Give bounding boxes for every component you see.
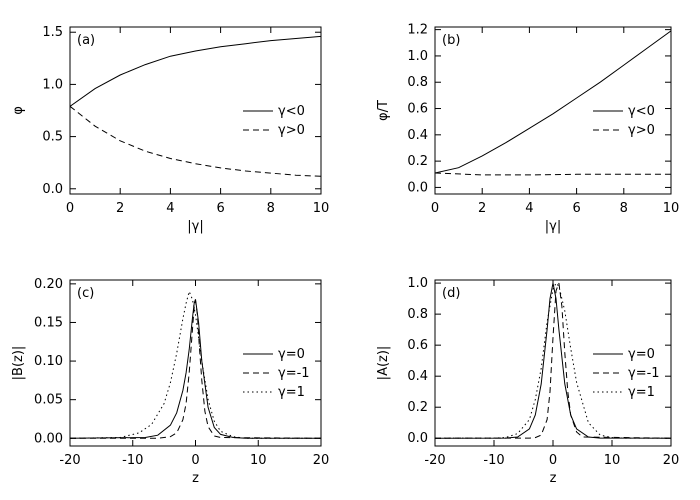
panel-c-x-tick-label: -10: [122, 453, 143, 468]
panel-d-y-tick-label: 1.0: [407, 276, 428, 291]
panel-a-series-line-dashed: [70, 105, 321, 177]
panel-b-y-tick-label: 0.6: [407, 102, 428, 117]
panel-d-x-tick-label: 0: [549, 453, 557, 468]
panel-d-series-line-dashed: [435, 282, 671, 439]
panel-c-y-axis-title: |B(z)|: [11, 346, 26, 381]
panel-d-x-axis-title: z: [550, 471, 557, 486]
panel-a-x-tick-label: 0: [66, 201, 74, 216]
panel-b-plot-frame: [434, 26, 672, 195]
panel-c-x-tick-label: -20: [59, 453, 80, 468]
panel-c-x-tick-label: 10: [250, 453, 267, 468]
panel-c-legend-label: γ=1: [278, 385, 305, 400]
panel-a-y-tick-label: 1.5: [42, 25, 63, 40]
panel-a-x-tick-label: 2: [116, 201, 124, 216]
panel-d-series-line-solid: [435, 283, 671, 439]
panel-d-y-tick-label: 0.4: [407, 369, 428, 384]
panel-a-y-tick-label: 0.0: [42, 182, 63, 197]
panel-b-y-tick-label: 0.8: [407, 75, 428, 90]
panel-b-x-tick-label: 4: [525, 201, 533, 216]
panel-c: -20 -10 0 10 20 0.00 0.05 0.10 0.15 0.20 z |B(z)| (c…: [11, 277, 329, 486]
panel-b-legend-label: γ>0: [628, 123, 655, 138]
panel-c-label: (c): [77, 286, 94, 301]
panel-b-label: (b): [442, 33, 460, 48]
panel-a-legend-label: γ>0: [278, 123, 305, 138]
panel-a-series-line-solid: [70, 35, 321, 107]
panel-d-y-tick-label: 0.6: [407, 338, 428, 353]
panel-a-x-tick-label: 8: [267, 201, 275, 216]
panel-a-x-tick-label: 10: [313, 201, 330, 216]
panel-d-legend-label: γ=1: [628, 385, 655, 400]
panel-a: 0 2 4 6 8 10 0.0 0.5 1.0 1.5 |γ| φ (a) γ<0 γ>0: [11, 25, 329, 234]
panel-d-legend-label: γ=-1: [628, 366, 660, 381]
panel-d-x-tick-label: -10: [483, 453, 504, 468]
panel-b-x-tick-label: 8: [620, 201, 628, 216]
panel-b-series-line-dashed: [435, 172, 671, 176]
panel-c-series-line-solid: [70, 299, 321, 439]
panel-d-x-tick-label: 20: [663, 453, 680, 468]
panel-b-x-tick-label: 10: [663, 201, 680, 216]
panel-b-y-tick-label: 0.4: [407, 128, 428, 143]
panel-b-x-tick-label: 6: [572, 201, 580, 216]
panel-b-x-tick-label: 0: [431, 201, 439, 216]
panel-c-x-axis-title: z: [192, 471, 199, 486]
panel-c-legend-label: γ=0: [278, 347, 305, 362]
panel-a-label: (a): [77, 33, 95, 48]
panel-b-x-tick-label: 2: [478, 201, 486, 216]
panel-b-x-axis-title: |γ|: [545, 219, 561, 234]
panel-b-y-tick-label: 0.2: [407, 154, 428, 169]
panel-c-y-tick-label: 0.00: [34, 431, 63, 446]
panel-d-y-tick-label: 0.0: [407, 431, 428, 446]
panel-c-y-tick-label: 0.15: [34, 315, 63, 330]
panel-c-y-tick-label: 0.10: [34, 354, 63, 369]
panel-b-legend-label: γ<0: [628, 104, 655, 119]
panel-d-x-tick-label: -20: [424, 453, 445, 468]
panel-a-x-tick-label: 6: [216, 201, 224, 216]
panel-d-y-axis-title: |A(z)|: [376, 346, 391, 381]
panel-c-legend-label: γ=-1: [278, 366, 310, 381]
panel-d-label: (d): [442, 286, 460, 301]
panel-d: -20 -10 0 10 20 0.0 0.2 0.4 0.6 0.8 1.0 z |A(z)| (d) γ…: [376, 276, 679, 486]
panel-c-series-line-dotted: [70, 290, 321, 439]
panel-a-x-tick-label: 4: [166, 201, 174, 216]
panel-a-legend-label: γ<0: [278, 104, 305, 119]
panel-c-y-tick-label: 0.20: [34, 277, 63, 292]
panel-a-y-axis-title: φ: [11, 106, 26, 115]
panel-c-series-line-dashed: [70, 300, 321, 439]
panel-c-x-tick-label: 0: [191, 453, 199, 468]
panel-b-y-tick-label: 0.0: [407, 180, 428, 195]
panel-b-y-axis-title: φ/T: [376, 100, 391, 121]
panel-b: 0 2 4 6 8 10 0.0 0.2 0.4 0.6 0.8 1.0 1.2 |γ| φ/T (b) γ<0…: [376, 23, 679, 234]
panel-a-x-axis-title: |γ|: [187, 219, 203, 234]
panel-c-x-tick-label: 20: [313, 453, 330, 468]
panel-d-legend-label: γ=0: [628, 347, 655, 362]
panel-d-plot-frame: [434, 279, 672, 447]
panel-b-y-tick-label: 1.0: [407, 49, 428, 64]
panel-a-plot-frame: [69, 26, 322, 195]
panel-d-y-tick-label: 0.2: [407, 400, 428, 415]
panel-b-y-tick-label: 1.2: [407, 23, 428, 38]
panel-a-y-tick-label: 1.0: [42, 77, 63, 92]
panel-a-y-tick-label: 0.5: [42, 130, 63, 145]
panel-d-x-tick-label: 10: [604, 453, 621, 468]
panel-b-series-line-solid: [435, 30, 671, 174]
panel-d-y-tick-label: 0.8: [407, 307, 428, 322]
panel-c-y-tick-label: 0.05: [34, 393, 63, 408]
panel-c-plot-frame: [69, 279, 322, 447]
